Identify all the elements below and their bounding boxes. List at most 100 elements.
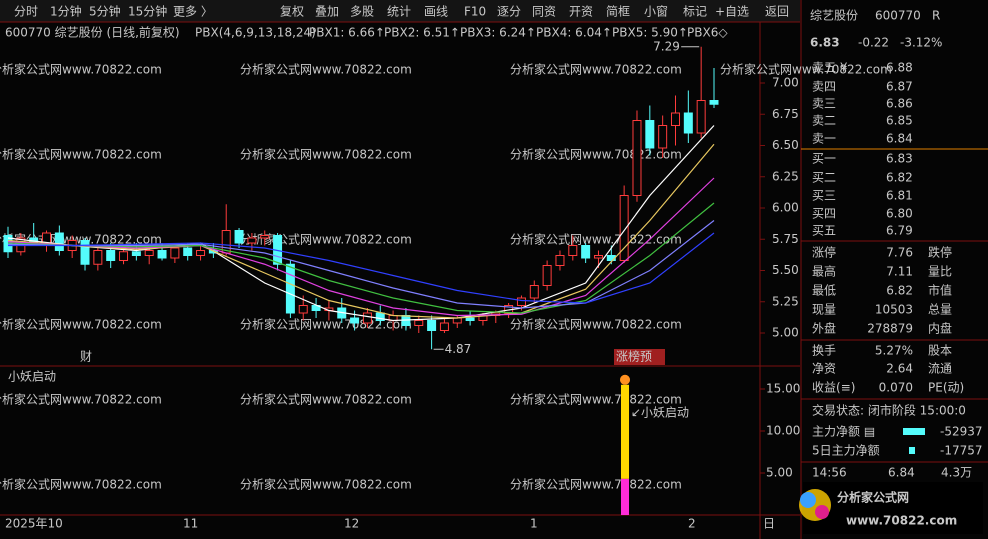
stat-label: 股本 bbox=[928, 344, 952, 358]
signal-label: ↙小妖启动 bbox=[631, 406, 689, 420]
stat-label: 收益(≡) bbox=[812, 381, 855, 395]
candle-body bbox=[298, 305, 308, 314]
candle-body bbox=[645, 120, 655, 149]
flow-bar bbox=[909, 447, 915, 454]
candle-body bbox=[247, 237, 257, 244]
toolbar-button[interactable]: 统计 bbox=[387, 5, 411, 19]
watermark: 分析家公式网www.70822.com bbox=[510, 392, 682, 407]
indicator-line bbox=[7, 202, 715, 314]
indicator-line bbox=[7, 125, 715, 322]
ask-price: 6.84 bbox=[886, 132, 913, 146]
event-marker: 财 bbox=[80, 350, 92, 364]
stat-label: 外盘 bbox=[812, 321, 836, 336]
toolbar-button[interactable]: F10 bbox=[464, 5, 486, 19]
ask-price: 6.88 bbox=[886, 61, 913, 75]
indicator-legend: PBX2: 6.51↑ bbox=[384, 26, 460, 40]
tick-volume: 4.3万 bbox=[941, 466, 972, 480]
tick-time: 14:56 bbox=[812, 466, 847, 480]
stat-label: 总量 bbox=[928, 303, 952, 317]
indicator-legend: PBX5: 5.90↑ bbox=[612, 26, 688, 40]
candle-body bbox=[542, 265, 552, 286]
watermark: 分析家公式网www.70822.com bbox=[720, 62, 892, 77]
stat-value: 5.27% bbox=[875, 344, 913, 358]
watermark: 分析家公式网www.70822.com bbox=[240, 317, 412, 332]
toolbar-button[interactable]: 标记 bbox=[683, 5, 707, 19]
candle-body bbox=[196, 250, 206, 256]
bid-price: 6.80 bbox=[886, 207, 913, 221]
candle-body bbox=[465, 317, 475, 321]
bid-label: 买五 bbox=[812, 224, 836, 238]
date-label: 2025年10 bbox=[5, 517, 63, 531]
toolbar-button[interactable]: +自选 bbox=[715, 5, 749, 19]
watermark: 分析家公式网www.70822.com bbox=[510, 317, 682, 332]
watermark: 分析家公式网www.70822.com bbox=[0, 62, 162, 77]
stat-label: 跌停 bbox=[928, 245, 952, 260]
toolbar-button[interactable]: 逐分 bbox=[497, 5, 521, 19]
y-tick-label: 15.00 bbox=[766, 382, 800, 396]
ask-label: 卖四 bbox=[812, 80, 836, 94]
signal-bar-bottom bbox=[621, 478, 629, 515]
stock-code: 600770 bbox=[875, 9, 921, 23]
ask-label: 卖三 bbox=[812, 97, 836, 111]
chart-title: 600770 综艺股份 (日线,前复权) bbox=[5, 25, 180, 40]
period-tab[interactable]: 分时 bbox=[14, 5, 38, 19]
logo-url: www.70822.com bbox=[846, 514, 957, 528]
watermark: 分析家公式网www.70822.com bbox=[240, 477, 412, 492]
candle-body bbox=[106, 250, 116, 261]
signal-icon bbox=[620, 374, 630, 385]
watermark: 分析家公式网www.70822.com bbox=[240, 392, 412, 407]
stat-label: 流通 bbox=[928, 362, 952, 376]
flow-value: -17757 bbox=[940, 444, 983, 458]
watermark: 分析家公式网www.70822.com bbox=[510, 147, 682, 162]
ask-label: 卖一 bbox=[812, 132, 836, 146]
price-pct: -3.12% bbox=[900, 36, 942, 50]
indicator-legend: PBX3: 6.24↑ bbox=[460, 26, 536, 40]
period-tab[interactable]: 更多 〉 bbox=[173, 5, 213, 19]
stat-label: 最低 bbox=[812, 284, 836, 298]
y-tick-label: 5.50 bbox=[772, 263, 799, 277]
period-tab[interactable]: 1分钟 bbox=[50, 4, 82, 19]
candle-body bbox=[619, 195, 629, 261]
bid-price: 6.82 bbox=[886, 171, 913, 185]
trade-status: 交易状态: 闭市阶段 15:00:0 bbox=[812, 403, 966, 418]
stat-label: 涨停 bbox=[812, 245, 836, 260]
candle-body bbox=[144, 250, 154, 256]
bid-label: 买一 bbox=[812, 152, 836, 166]
period-tab[interactable]: 5分钟 bbox=[89, 4, 121, 19]
candle-body bbox=[183, 247, 193, 256]
candle-body bbox=[93, 250, 103, 265]
indicator-name: PBX(4,6,9,13,18,24) bbox=[195, 26, 316, 40]
high-label: 7.29 bbox=[653, 39, 680, 53]
toolbar-button[interactable]: 画线 bbox=[424, 5, 448, 19]
candle-body bbox=[658, 125, 668, 149]
stat-value: 0.070 bbox=[879, 381, 913, 395]
toolbar-button[interactable]: 返回 bbox=[765, 5, 789, 19]
logo-bg bbox=[803, 482, 983, 534]
stat-label: 内盘 bbox=[928, 321, 952, 336]
toolbar-button[interactable]: 简框 bbox=[606, 5, 630, 19]
stat-value: 7.11 bbox=[886, 265, 913, 279]
bid-price: 6.83 bbox=[886, 152, 913, 166]
stat-label: 净资 bbox=[812, 362, 836, 376]
watermark: 分析家公式网www.70822.com bbox=[510, 232, 682, 247]
stat-value: 2.64 bbox=[886, 362, 913, 376]
candle-body bbox=[119, 251, 129, 261]
toolbar-button[interactable]: 叠加 bbox=[315, 5, 339, 19]
toolbar-button[interactable]: 多股 bbox=[350, 5, 374, 19]
candle-body bbox=[427, 320, 437, 331]
toolbar-button[interactable]: 复权 bbox=[280, 5, 304, 19]
date-label: 1 bbox=[530, 517, 538, 531]
stat-value: 278879 bbox=[867, 322, 913, 336]
y-tick-label: 6.00 bbox=[772, 201, 799, 215]
y-tick-label: 5.00 bbox=[772, 326, 799, 340]
toolbar-button[interactable]: 开资 bbox=[569, 5, 593, 19]
period-tab[interactable]: 15分钟 bbox=[128, 4, 167, 19]
toolbar-button[interactable]: 同资 bbox=[532, 5, 556, 19]
candle-body bbox=[260, 235, 270, 239]
toolbar-button[interactable]: 小窗 bbox=[644, 5, 668, 19]
stock-flag: R bbox=[932, 9, 940, 23]
candle-body bbox=[350, 317, 360, 324]
candle-body bbox=[581, 245, 591, 259]
logo-icon bbox=[815, 505, 829, 519]
